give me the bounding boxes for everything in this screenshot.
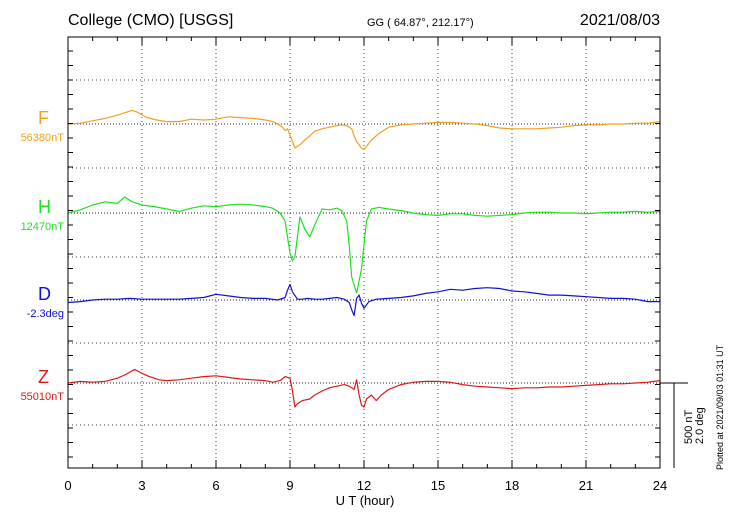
station-coordinates: GG ( 64.87°, 212.17°)	[367, 17, 474, 29]
chart-date: 2021/08/03	[579, 12, 660, 29]
x-tick-label: 12	[356, 478, 372, 493]
x-tick-label: 9	[286, 478, 294, 493]
series-line-h	[67, 196, 661, 294]
x-tick-label: 18	[504, 478, 520, 493]
series-baseline-value-z: 55010nT	[20, 391, 64, 403]
scale-deg-label: 2.0 deg	[694, 407, 706, 444]
plot-frame	[67, 36, 688, 469]
station-title: College (CMO) [USGS]	[68, 12, 234, 29]
series-name-d: D	[38, 284, 51, 304]
series-name-z: Z	[38, 367, 49, 387]
series-name-f: F	[38, 108, 49, 128]
series-baseline-value-d: -2.3deg	[26, 308, 64, 320]
series-line-f	[67, 109, 661, 151]
plot-grid	[68, 37, 660, 468]
x-tick-label: 24	[652, 478, 668, 493]
x-tick-label: 21	[578, 478, 594, 493]
x-axis-label: U T (hour)	[335, 493, 395, 508]
series-baseline-value-f: 56380nT	[20, 132, 64, 144]
series-line-d	[67, 283, 660, 317]
series-lines	[67, 109, 661, 408]
series-baseline-value-h: 12470nT	[20, 221, 64, 233]
x-tick-label: 6	[212, 478, 220, 493]
x-tick-label: 3	[138, 478, 146, 493]
series-name-h: H	[38, 197, 51, 217]
x-tick-label: 0	[64, 478, 72, 493]
plotted-timestamp: Plotted at 2021/09/03 01:31 UT	[715, 344, 725, 470]
x-tick-label: 15	[430, 478, 446, 493]
series-line-z	[67, 368, 661, 408]
